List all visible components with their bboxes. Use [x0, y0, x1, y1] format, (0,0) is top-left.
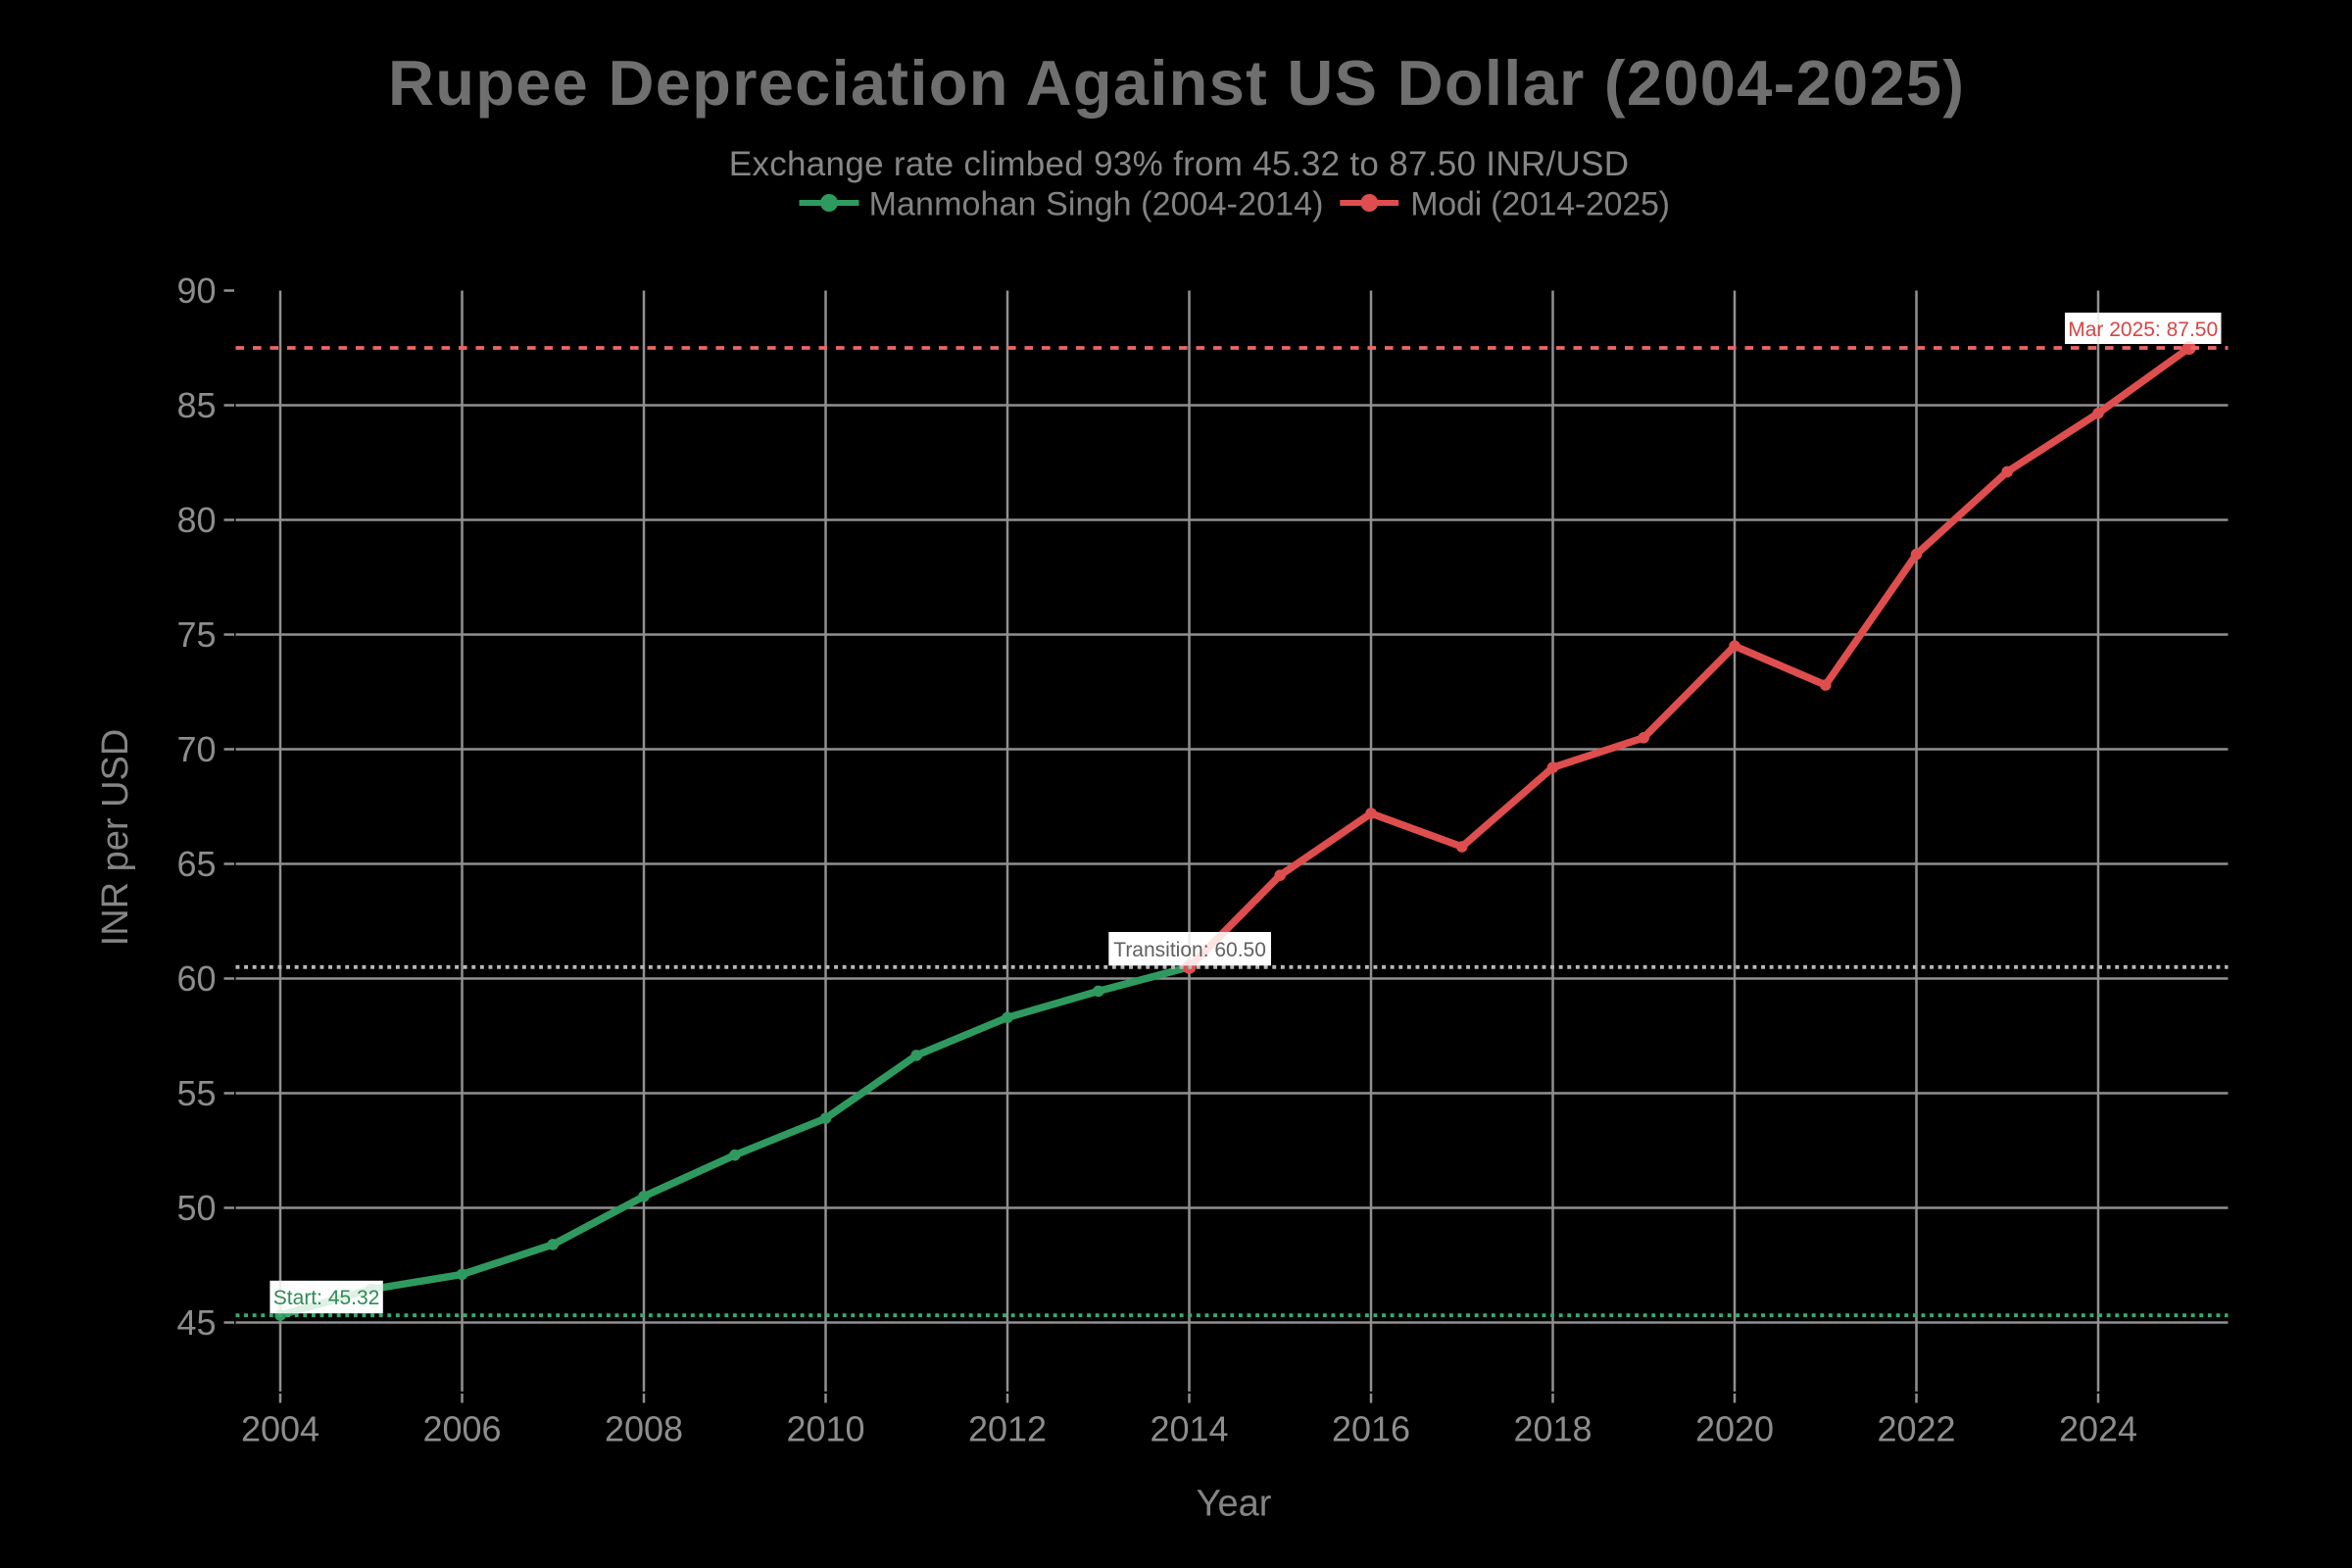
svg-text:Transition: 60.50: Transition: 60.50	[1113, 939, 1266, 961]
svg-text:85: 85	[176, 385, 216, 425]
svg-text:70: 70	[176, 729, 216, 769]
svg-text:2016: 2016	[1332, 1409, 1410, 1449]
svg-text:Mar 2025: 87.50: Mar 2025: 87.50	[2068, 318, 2218, 341]
svg-text:INR per USD: INR per USD	[95, 729, 136, 947]
svg-text:2010: 2010	[786, 1409, 864, 1449]
svg-text:90: 90	[176, 270, 216, 311]
svg-text:2022: 2022	[1877, 1409, 1955, 1449]
svg-text:2004: 2004	[241, 1409, 319, 1449]
svg-text:2014: 2014	[1150, 1409, 1228, 1449]
svg-text:Manmohan Singh (2004-2014): Manmohan Singh (2004-2014)	[869, 185, 1324, 222]
svg-text:2018: 2018	[1513, 1409, 1592, 1449]
svg-text:Rupee Depreciation Against US: Rupee Depreciation Against US Dollar (20…	[388, 47, 1964, 119]
svg-text:50: 50	[176, 1188, 216, 1228]
svg-text:2012: 2012	[968, 1409, 1047, 1449]
svg-text:45: 45	[176, 1302, 216, 1343]
svg-text:2008: 2008	[605, 1409, 683, 1449]
svg-text:2024: 2024	[2059, 1409, 2137, 1449]
svg-text:75: 75	[176, 614, 216, 655]
svg-text:Exchange rate climbed 93% from: Exchange rate climbed 93% from 45.32 to …	[729, 145, 1629, 183]
svg-text:65: 65	[176, 844, 216, 884]
svg-text:Modi (2014-2025): Modi (2014-2025)	[1410, 185, 1670, 222]
svg-text:2006: 2006	[422, 1409, 501, 1449]
svg-text:80: 80	[176, 500, 216, 540]
svg-text:Year: Year	[1197, 1483, 1272, 1524]
svg-text:Start: 45.32: Start: 45.32	[273, 1287, 380, 1309]
svg-text:55: 55	[176, 1073, 216, 1113]
svg-text:2020: 2020	[1695, 1409, 1774, 1449]
svg-text:60: 60	[176, 958, 216, 999]
